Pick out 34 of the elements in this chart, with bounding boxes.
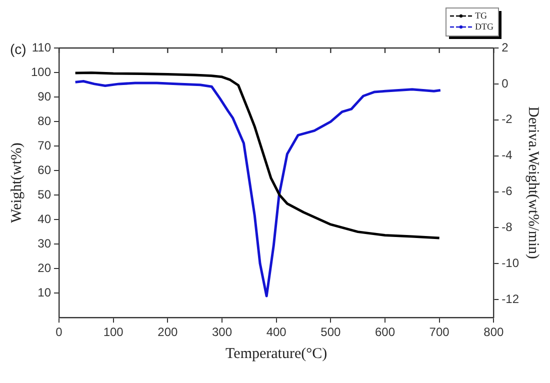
y-tick-label: 10	[38, 285, 52, 300]
x-tick-label: 300	[212, 325, 232, 340]
chart-title: (c)	[10, 40, 26, 57]
y2-tick-label: -12	[502, 292, 520, 306]
y-tick-label: 30	[38, 236, 52, 250]
y2-tick-label: -6	[502, 184, 513, 198]
x-tick-label: 100	[103, 325, 124, 340]
y2-tick-label: 0	[502, 76, 509, 90]
legend-label: TG	[475, 10, 488, 20]
legend-label: DTG	[475, 21, 494, 32]
y-tick-label: 90	[38, 89, 52, 104]
y2-tick-label: -2	[502, 112, 513, 126]
y-tick-label: 40	[38, 212, 52, 226]
y-tick-label: 70	[38, 138, 52, 152]
y-tick-label: 110	[32, 40, 52, 54]
y2-tick-label: -4	[502, 148, 513, 162]
y2-axis-title: Deriva.Weight(wt%/min)	[525, 106, 542, 260]
y2-tick-label: -10	[502, 256, 520, 270]
y2-tick-label: 2	[502, 40, 509, 54]
y-tick-label: 20	[38, 260, 52, 275]
y-tick-label: 50	[38, 187, 52, 202]
y-tick-label: 100	[30, 64, 52, 79]
x-tick-label: 500	[320, 325, 341, 340]
x-tick-label: 400	[266, 325, 287, 340]
y2-tick-label: -8	[502, 220, 513, 234]
x-tick-label: 0	[56, 325, 63, 340]
y-tick-label: 60	[38, 162, 52, 177]
y-axis-title: Weight(wt%)	[8, 142, 25, 224]
y-tick-label: 80	[38, 114, 52, 128]
x-tick-label: 200	[158, 325, 178, 340]
x-tick-label: 800	[484, 325, 504, 340]
x-axis-title: Temperature(°C)	[226, 346, 328, 362]
x-tick-label: 600	[374, 325, 396, 340]
x-tick-label: 700	[429, 325, 450, 340]
